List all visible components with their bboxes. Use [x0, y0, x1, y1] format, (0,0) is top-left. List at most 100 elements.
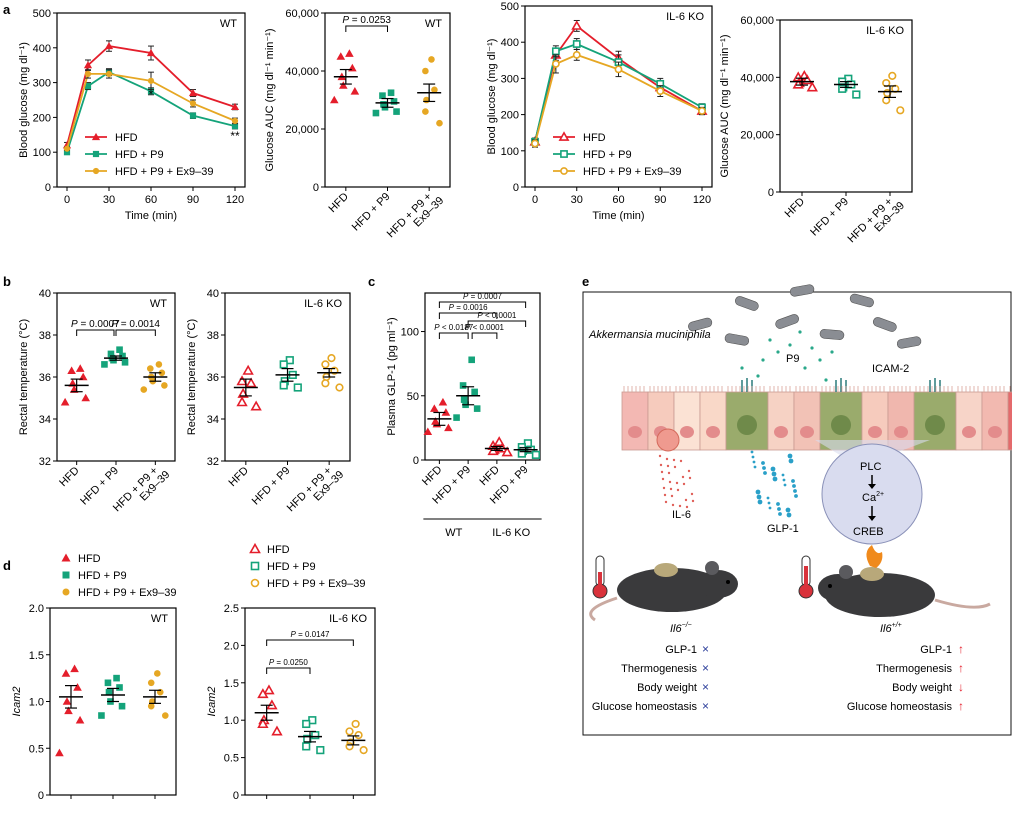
series-line-ex9	[534, 53, 703, 144]
x-tick-label: HFD + P9	[808, 196, 851, 239]
glp1-dot	[777, 507, 781, 511]
thermometer-icon	[592, 555, 608, 599]
epithelial-cell	[955, 391, 983, 451]
significance-bracket	[345, 25, 388, 32]
y-tick-label: 40	[207, 288, 219, 300]
il6-label: IL-6	[672, 509, 691, 521]
data-point-p9	[147, 88, 155, 95]
y-tick-label: 0	[313, 182, 319, 194]
glp1-dot	[763, 471, 767, 475]
data-point-hfd	[571, 20, 583, 30]
y-tick-label: 60,000	[285, 8, 319, 20]
y-axis-label: Glucose AUC (mg dl⁻¹ min⁻¹)	[264, 28, 276, 171]
plot-frame	[779, 19, 913, 193]
data-point-ex9	[359, 746, 368, 755]
data-point-ex9	[335, 383, 344, 392]
cell-nucleus	[706, 426, 720, 438]
cell-nucleus	[894, 426, 908, 438]
data-point-p9	[63, 149, 71, 156]
data-point-hfd	[73, 683, 82, 691]
p-value-label: P = 0.0016	[449, 303, 488, 312]
p-value: = 0.0250	[274, 658, 308, 667]
y-tick-label: 60,000	[740, 15, 774, 27]
outcome-item: Body weight	[637, 682, 697, 694]
x-axis-label: Time (min)	[125, 210, 177, 222]
il6-ko-genotype: Il6−/−	[670, 622, 692, 635]
data-point-p9	[104, 679, 112, 687]
legend-marker	[560, 150, 568, 158]
data-point-p9	[116, 684, 123, 691]
il6-release: IL-6	[656, 428, 695, 521]
y-tick-label: 200	[501, 110, 519, 122]
x-tick-label: 90	[654, 194, 666, 206]
plot-frame	[424, 292, 541, 461]
il6-dot	[679, 459, 683, 463]
y-tick-label: 20,000	[285, 124, 319, 136]
legend-label: HFD	[267, 544, 290, 556]
legend-marker	[249, 542, 261, 554]
p-value-label: P < 0.0187	[434, 323, 473, 332]
data-point-hfd	[75, 364, 85, 372]
cross-mark: ×	[702, 661, 709, 675]
data-point-p9	[105, 688, 113, 696]
glp1-dot	[783, 483, 787, 487]
data-point-ex9	[431, 86, 438, 94]
cell-nucleus	[774, 426, 788, 438]
data-point-hfd	[345, 49, 354, 57]
cell-nucleus	[988, 426, 1002, 438]
panel-label-a: a	[3, 2, 11, 17]
y-axis-label: Icam2	[11, 687, 23, 717]
legend-label: HFD + P9	[267, 561, 316, 573]
il6-dot	[665, 457, 669, 461]
x-tick-label: HFD + P9	[350, 191, 393, 234]
glp1-dot	[781, 473, 785, 477]
data-point-p9	[101, 361, 108, 368]
data-point-ex9	[896, 106, 905, 115]
ca-label: Ca2+	[862, 491, 884, 504]
data-point-ex9	[321, 360, 330, 369]
legend-label: HFD	[583, 132, 606, 144]
data-point-hfd	[350, 87, 360, 95]
x-tick-label: HFD	[420, 464, 445, 489]
y-tick-label: 36	[39, 372, 51, 384]
glp1-dot	[770, 466, 776, 472]
data-point-hfd	[339, 81, 348, 89]
data-point-p9	[387, 89, 395, 97]
p-value-label: P = 0.0250	[269, 658, 308, 667]
data-point-hfd	[60, 397, 70, 406]
data-point-p9	[531, 450, 541, 459]
il6-dot	[664, 500, 668, 504]
series-line-p9	[66, 71, 236, 153]
y-tick-label: 2.5	[224, 603, 239, 615]
p-value-label: P < 0.0001	[477, 311, 516, 320]
data-point-ex9	[422, 108, 429, 115]
data-point-hfd	[263, 684, 275, 695]
data-point-ex9	[147, 702, 155, 710]
data-point-ex9	[155, 361, 163, 368]
data-point-p9	[852, 90, 861, 99]
x-tick-label: 90	[187, 194, 199, 206]
data-point-ex9	[428, 56, 435, 63]
data-point-hfd	[83, 61, 93, 69]
data-point-ex9	[147, 679, 155, 687]
data-point-ex9	[614, 65, 623, 74]
il6-dot	[685, 505, 689, 509]
y-tick-label: 0	[45, 182, 51, 194]
y-axis-label: Rectal temperature (°C)	[186, 319, 198, 435]
glp1-dot	[762, 466, 766, 470]
data-point-ex9	[146, 365, 154, 372]
data-point-hfd	[62, 697, 72, 705]
p9-label: P9	[786, 353, 799, 365]
y-tick-label: 100	[401, 327, 419, 339]
p-symbol: P	[463, 292, 469, 301]
legend-label: HFD + P9	[78, 570, 127, 582]
y-tick-label: 100	[501, 146, 519, 158]
panel-tag: IL-6 KO	[304, 298, 342, 310]
p-symbol: P	[342, 15, 349, 26]
data-point-p9	[316, 746, 325, 755]
data-point-hfd	[236, 396, 248, 407]
il6-dot	[678, 504, 682, 508]
data-point-p9	[468, 356, 475, 364]
